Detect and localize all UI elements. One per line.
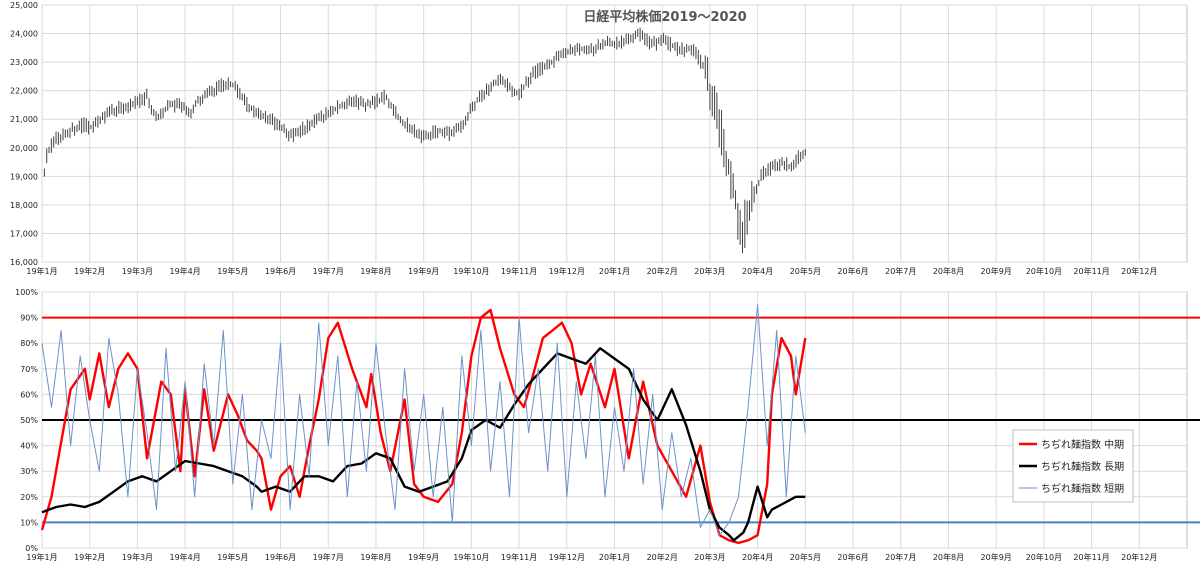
index-x-tick-label: 19年3月 bbox=[122, 552, 153, 562]
index-y-tick-label: 50% bbox=[20, 416, 38, 425]
stock-y-tick-label: 17,000 bbox=[10, 229, 38, 238]
index-x-tick-label: 19年7月 bbox=[313, 552, 344, 562]
stock-x-tick-label: 19年10月 bbox=[453, 266, 489, 276]
index-x-tick-label: 19年10月 bbox=[453, 552, 489, 562]
stock-x-tick-label: 20年11月 bbox=[1073, 266, 1109, 276]
index-x-tick-label: 20年9月 bbox=[981, 552, 1012, 562]
stock-x-tick-label: 20年1月 bbox=[599, 266, 630, 276]
index-x-tick-label: 20年8月 bbox=[933, 552, 964, 562]
legend-label: ちぢれ麺指数 長期 bbox=[1041, 460, 1124, 473]
index-y-tick-label: 100% bbox=[15, 288, 38, 297]
index-y-tick-label: 60% bbox=[20, 390, 38, 399]
stock-x-axis-ticks: 19年1月 19年2月 19年3月 19年4月 19年5月 19年6月 19年7月 19年8月… bbox=[26, 266, 1157, 276]
index-x-tick-label: 20年4月 bbox=[742, 552, 773, 562]
index-y-tick-label: 20% bbox=[20, 493, 38, 502]
stock-x-tick-label: 19年5月 bbox=[217, 266, 248, 276]
index-x-tick-label: 20年10月 bbox=[1026, 552, 1062, 562]
legend-label: ちぢれ麺指数 短期 bbox=[1041, 482, 1124, 495]
index-y-tick-label: 10% bbox=[20, 518, 38, 527]
index-y-tick-label: 40% bbox=[20, 442, 38, 451]
stock-y-tick-label: 21,000 bbox=[10, 115, 38, 124]
stock-x-tick-label: 19年1月 bbox=[26, 266, 57, 276]
series-line bbox=[41, 347, 806, 542]
index-x-tick-label: 19年6月 bbox=[265, 552, 296, 562]
index-x-tick-label: 19年9月 bbox=[408, 552, 439, 562]
stock-y-tick-label: 20,000 bbox=[10, 144, 38, 153]
index-x-tick-label: 20年11月 bbox=[1073, 552, 1109, 562]
stock-x-tick-label: 19年8月 bbox=[360, 266, 391, 276]
index-x-axis-ticks: 19年1月 19年2月 19年3月 19年4月 19年5月 19年6月 19年7月 19年8月… bbox=[26, 552, 1157, 562]
stock-x-tick-label: 20年8月 bbox=[933, 266, 964, 276]
index-x-tick-label: 19年12月 bbox=[549, 552, 585, 562]
stock-x-tick-label: 19年7月 bbox=[313, 266, 344, 276]
stock-y-tick-label: 24,000 bbox=[10, 30, 38, 39]
stock-y-tick-label: 19,000 bbox=[10, 172, 38, 181]
stock-x-tick-label: 19年12月 bbox=[549, 266, 585, 276]
index-x-tick-label: 19年8月 bbox=[360, 552, 391, 562]
stock-x-tick-label: 19年3月 bbox=[122, 266, 153, 276]
noodle-index-chart: 0%10%20%30%40%50%60%70%80%90%100% 19年1月 1… bbox=[15, 288, 1200, 562]
index-reference-lines bbox=[42, 316, 1200, 524]
index-x-tick-label: 19年1月 bbox=[26, 552, 57, 562]
stock-x-tick-label: 20年10月 bbox=[1026, 266, 1062, 276]
index-x-tick-label: 20年2月 bbox=[647, 552, 678, 562]
stock-y-tick-label: 22,000 bbox=[10, 87, 38, 96]
stock-y-tick-label: 25,000 bbox=[10, 1, 38, 10]
index-series-lines bbox=[40, 304, 807, 545]
index-y-tick-label: 80% bbox=[20, 339, 38, 348]
stock-y-tick-label: 23,000 bbox=[10, 58, 38, 67]
stock-x-tick-label: 20年6月 bbox=[837, 266, 868, 276]
index-x-tick-label: 19年5月 bbox=[217, 552, 248, 562]
stock-y-tick-label: 16,000 bbox=[10, 258, 38, 267]
stock-candles bbox=[43, 27, 806, 254]
index-y-tick-label: 90% bbox=[20, 314, 38, 323]
stock-x-tick-label: 19年2月 bbox=[74, 266, 105, 276]
index-y-tick-label: 70% bbox=[20, 365, 38, 374]
legend-label: ちぢれ麺指数 中期 bbox=[1041, 438, 1124, 451]
index-y-axis-ticks: 0% 10% 20% 30% 40% 50% 60% 70% 80% 90% 100% bbox=[15, 288, 38, 553]
stock-x-tick-label: 20年7月 bbox=[885, 266, 916, 276]
index-x-tick-label: 20年12月 bbox=[1121, 552, 1157, 562]
stock-price-chart: 16,000 17,000 18,000 19,000 20,000 21,000 22,0… bbox=[10, 1, 1188, 276]
stock-x-tick-label: 19年4月 bbox=[169, 266, 200, 276]
index-x-tick-label: 19年11月 bbox=[501, 552, 537, 562]
stock-y-axis-ticks: 16,000 17,000 18,000 19,000 20,000 21,000 22,0… bbox=[10, 1, 38, 267]
index-y-tick-label: 30% bbox=[20, 467, 38, 476]
index-x-tick-label: 20年5月 bbox=[790, 552, 821, 562]
stock-x-tick-label: 20年5月 bbox=[790, 266, 821, 276]
stock-x-tick-label: 20年9月 bbox=[981, 266, 1012, 276]
stock-x-tick-label: 20年12月 bbox=[1121, 266, 1157, 276]
index-x-tick-label: 20年6月 bbox=[837, 552, 868, 562]
index-x-tick-label: 20年7月 bbox=[885, 552, 916, 562]
index-x-tick-label: 20年1月 bbox=[599, 552, 630, 562]
stock-y-tick-label: 18,000 bbox=[10, 201, 38, 210]
stock-x-tick-label: 19年9月 bbox=[408, 266, 439, 276]
stock-x-tick-label: 19年11月 bbox=[501, 266, 537, 276]
series-line bbox=[41, 304, 806, 536]
stock-x-tick-label: 19年6月 bbox=[265, 266, 296, 276]
index-y-tick-label: 0% bbox=[25, 544, 38, 553]
stock-chart-title: 日経平均株価2019～2020 bbox=[583, 9, 746, 25]
index-x-tick-label: 19年4月 bbox=[169, 552, 200, 562]
series-line bbox=[40, 308, 807, 545]
index-x-tick-label: 19年2月 bbox=[74, 552, 105, 562]
stock-x-tick-label: 20年4月 bbox=[742, 266, 773, 276]
stock-x-tick-label: 20年3月 bbox=[694, 266, 725, 276]
stock-x-tick-label: 20年2月 bbox=[647, 266, 678, 276]
index-x-tick-label: 20年3月 bbox=[694, 552, 725, 562]
